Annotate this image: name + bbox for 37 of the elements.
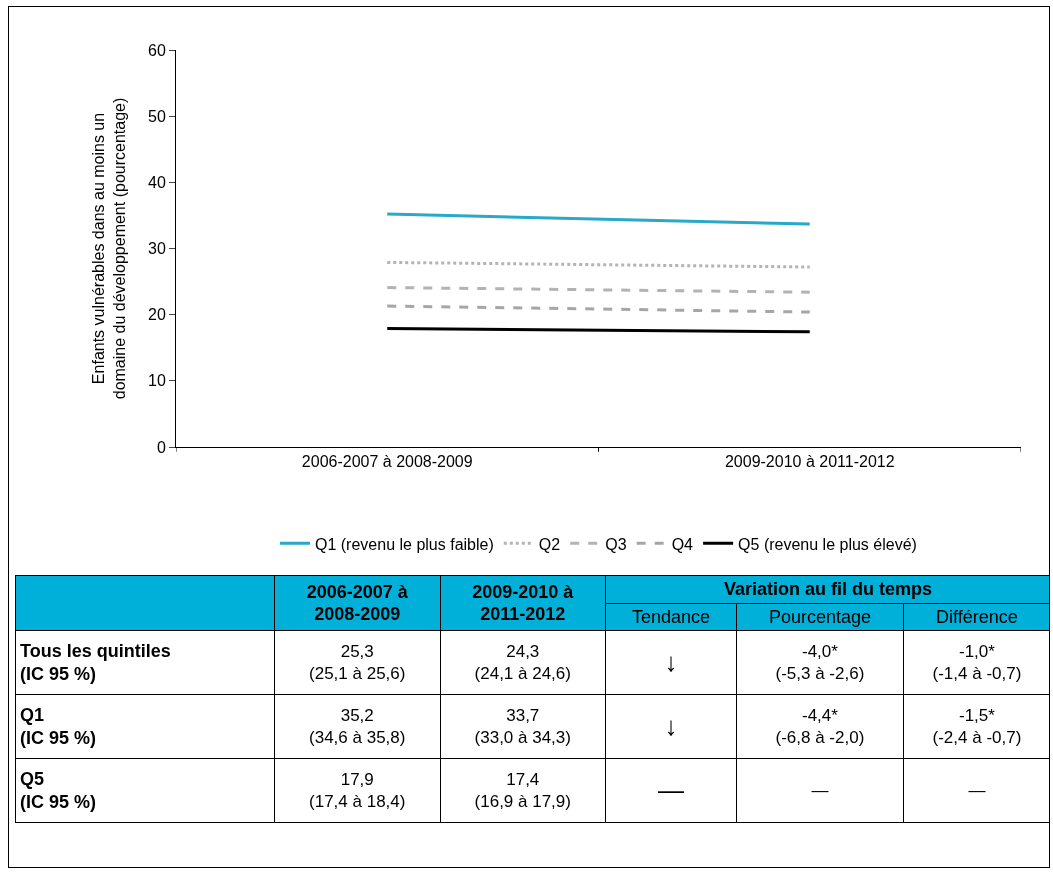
y-tick-label: 0 xyxy=(156,438,166,456)
text: -4,0* (-5,3 à -2,6) xyxy=(736,630,904,695)
text: Pourcentage xyxy=(736,603,904,631)
y-tick-label: 10 xyxy=(148,372,166,390)
text: 25,3 (25,1 à 25,6) xyxy=(274,630,441,695)
text: — xyxy=(736,758,904,823)
text: Variation au fil du temps xyxy=(605,575,1051,603)
legend-label: Q5 (revenu le plus élevé) xyxy=(738,535,917,553)
text: 2009-2010 à 2011-2012 xyxy=(440,575,606,631)
text: -1,0* (-1,4 à -0,7) xyxy=(903,630,1051,695)
text: 33,7 (33,0 à 34,3) xyxy=(440,694,606,759)
y-tick-label: 60 xyxy=(148,41,166,59)
y-tick-label: 40 xyxy=(148,173,166,191)
y-tick-label: 20 xyxy=(148,306,166,324)
text: Tous les quintiles (IC 95 %) xyxy=(15,630,275,695)
text: ↓ xyxy=(605,694,737,759)
y-tick-label: 50 xyxy=(148,107,166,125)
text: 24,3 (24,1 à 24,6) xyxy=(440,630,606,695)
legend-label: Q1 (revenu le plus faible) xyxy=(315,535,494,553)
text: 17,9 (17,4 à 18,4) xyxy=(274,758,441,823)
legend-label: Q2 xyxy=(538,535,561,553)
text: Tendance xyxy=(605,603,737,631)
y-tick-label: 30 xyxy=(148,240,166,258)
text: 17,4 (16,9 à 17,9) xyxy=(440,758,606,823)
text: — xyxy=(605,758,737,823)
legend-label: Q4 xyxy=(671,535,694,553)
text: ↓ xyxy=(605,630,737,695)
text: — xyxy=(903,758,1051,823)
text: Q1 (IC 95 %) xyxy=(15,694,275,759)
text: 35,2 (34,6 à 35,8) xyxy=(274,694,441,759)
text: Différence xyxy=(903,603,1051,631)
text: 2006-2007 à 2008-2009 xyxy=(274,575,441,631)
legend-label: Q3 xyxy=(605,535,627,553)
y-axis-title: Enfants vulnérables dans au moins un domaine du développement (pourcentage) xyxy=(90,97,128,400)
text: Q5 (IC 95 %) xyxy=(15,758,275,823)
text: -4,4* (-6,8 à -2,0) xyxy=(736,694,904,759)
text: -1,5* (-2,4 à -0,7) xyxy=(903,694,1051,759)
